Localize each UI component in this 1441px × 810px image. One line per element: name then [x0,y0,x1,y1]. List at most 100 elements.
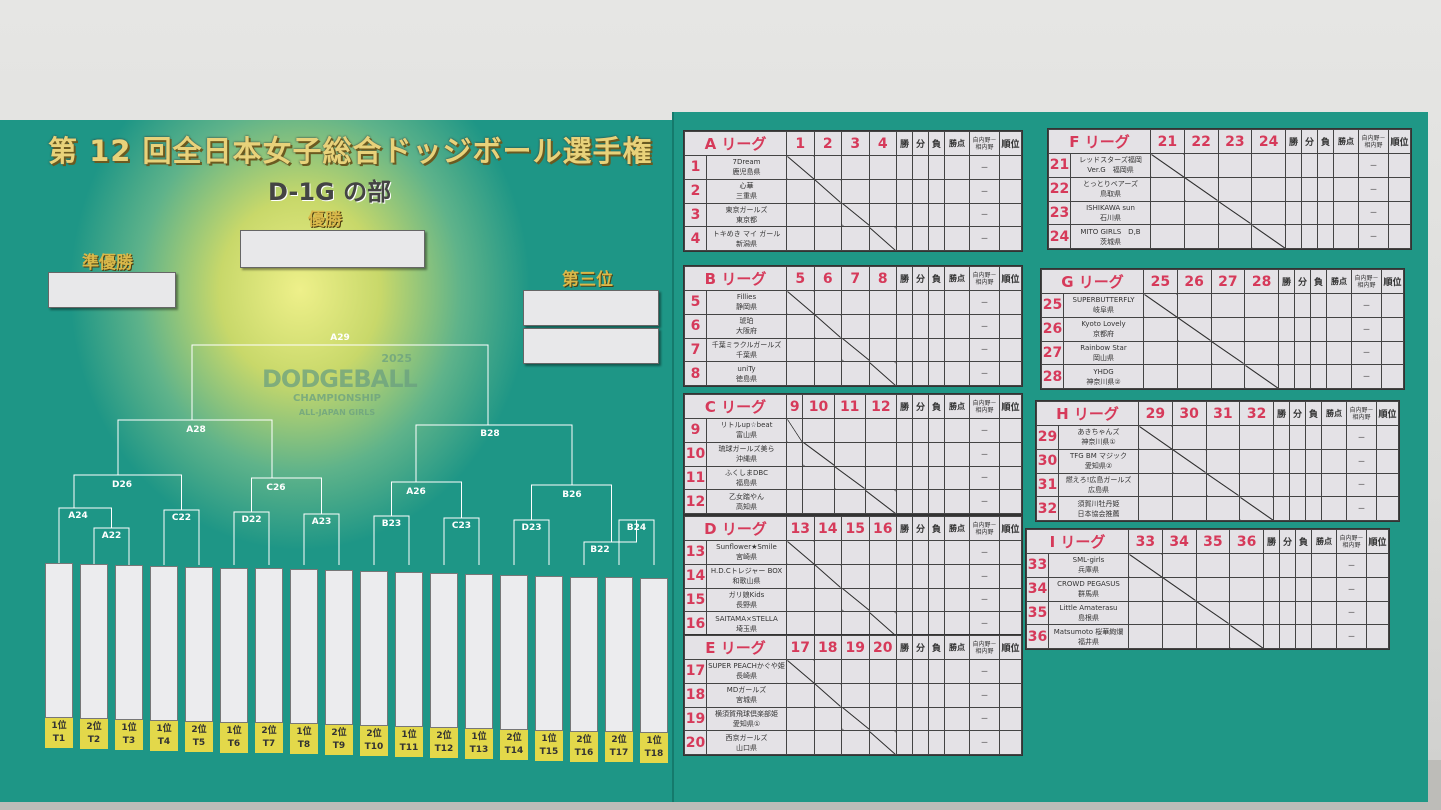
slot-team: T2 [87,734,101,745]
slot-label: 1位 T3 [115,719,143,750]
slot-rank: 2位 [576,734,592,745]
team-row: 27 Rainbow Star 岡山県 － [1041,340,1404,366]
slot-label: 1位 T15 [535,730,563,761]
header-draw: 分 [1301,129,1318,154]
rank-cell [999,706,1022,732]
header-opp: 相内野 [975,528,994,536]
header-loss: 負 [1317,129,1334,154]
team-number: 33 [1026,553,1049,578]
slot-label: 1位 T18 [640,733,668,764]
rank-cell [1381,340,1404,366]
league-name: B リーグ [684,266,787,291]
column-team-number: 25 [1143,269,1178,294]
points-cell [944,337,970,363]
loss-cell [1305,448,1322,474]
column-team-number: 18 [813,635,842,660]
team-number: 31 [1036,472,1059,498]
match-cell [841,540,870,565]
draw-cell [912,226,929,251]
draw-cell [912,706,929,732]
match-cell [813,587,842,613]
bracket-slot [395,572,423,727]
match-cell [868,313,897,339]
match-cell [813,337,842,363]
header-opp: 相内野 [975,406,994,414]
bracket-match-label: B22 [590,545,609,555]
match-cell [1183,224,1219,249]
slot-rank: 2位 [86,721,102,732]
match-cell [868,563,897,589]
win-cell [1273,496,1290,521]
bracket-match-label: D26 [112,480,132,490]
match-cell [1138,472,1173,498]
win-cell [896,489,913,514]
header-rank: 順位 [1381,269,1404,294]
loss-cell [1295,600,1312,626]
team-prefecture: 埼玉県 [736,624,757,633]
points-cell [944,178,970,204]
team-number: 11 [684,465,707,491]
points-cell [1333,176,1359,202]
slot-label: 1位 T6 [220,722,248,753]
loss-cell [1310,316,1327,342]
points-cell [1333,200,1359,226]
header-draw: 分 [1279,529,1296,554]
slot-label: 2位 T7 [255,723,283,754]
header-points: 勝点 [944,266,970,291]
loss-cell [928,563,945,589]
slot-label: 1位 T11 [395,727,423,757]
rank-cell [1366,576,1389,602]
infield-cell: － [1336,553,1367,578]
match-cell [1229,600,1264,626]
slot-team: T7 [262,739,276,750]
column-team-number: 12 [864,394,898,419]
team-name: ふくしまDBC [725,468,768,477]
rank-cell [999,418,1022,443]
column-team-number: 23 [1217,129,1253,154]
header-opp: 相内野 [975,278,994,286]
points-cell [1321,425,1347,450]
loss-cell [928,202,945,228]
logo-line3: ALL-JAPAN GIRLS [298,408,376,417]
win-cell [896,587,913,613]
draw-cell [912,611,929,636]
win-cell [896,563,913,589]
points-cell [1311,553,1337,578]
team-prefecture: 新潟県 [736,239,757,248]
header-rank: 順位 [1366,529,1389,554]
header-opp: 相内野 [1342,541,1361,549]
match-cell [785,465,804,491]
rank-cell [1376,472,1399,498]
header-own: 自内野 [972,136,991,144]
loss-cell [1317,200,1334,226]
team-prefecture: 神奈川県② [1086,377,1121,386]
team-name: MDガールズ [726,686,767,695]
match-cell [868,706,897,732]
team-number: 30 [1036,448,1059,474]
league-table: B リーグ 5 6 7 8 勝分負勝点 自内野－相内野 順位 5 Fillies 静岡県－ 6 琥珀 大阪… [683,265,1023,387]
draw-cell [1294,340,1311,366]
header-draw: 分 [912,516,929,541]
win-cell [896,361,913,386]
team-prefecture: 三重県 [736,192,757,201]
bracket-match-label: C22 [172,513,191,523]
bracket-slot [150,565,178,721]
match-cell [802,465,835,491]
header-loss: 負 [1295,529,1312,554]
header-points: 勝点 [944,516,970,541]
draw-cell [1279,576,1296,602]
slot-team: T4 [157,736,171,747]
loss-cell [928,465,945,491]
header-loss: 負 [1305,401,1322,426]
team-number: 36 [1026,624,1049,649]
team-prefecture: 京都府 [1093,330,1114,339]
match-cell [786,682,815,708]
match-cell [868,659,897,684]
column-team-number: 20 [868,635,897,660]
draw-cell [1301,153,1318,178]
slot-rank: 1位 [156,723,172,734]
header-own: 自内野 [972,521,991,529]
slot-label: 2位 T10 [360,726,388,757]
points-cell [1311,576,1337,602]
team-number: 8 [684,361,707,386]
